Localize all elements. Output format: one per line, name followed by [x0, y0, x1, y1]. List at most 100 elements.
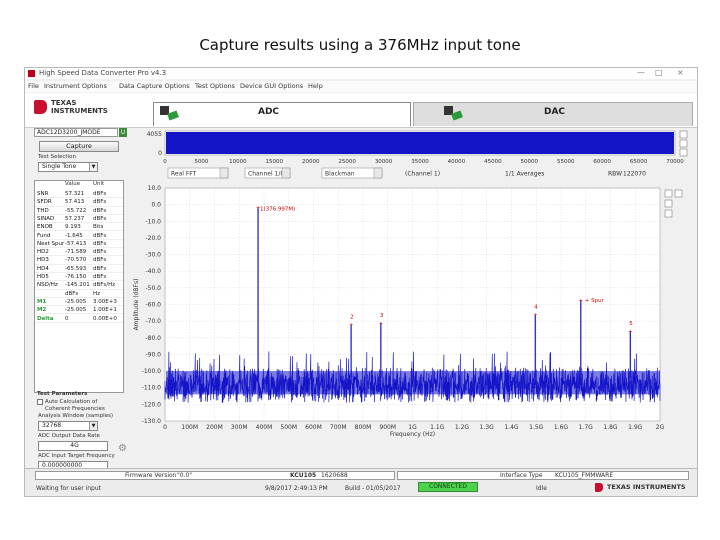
fft-y-tick-label: -30.0	[145, 252, 161, 259]
pan-icon	[664, 209, 673, 218]
status-datetime: 9/8/2017 2:49:13 PM	[265, 485, 328, 492]
app-icon	[28, 70, 35, 77]
fft-peak-label: 1(376.997M)	[260, 206, 295, 212]
tab-adc-label: ADC	[258, 107, 280, 117]
cell-name: HD5	[37, 274, 49, 280]
window-fn-dropdown: Blackman	[325, 171, 355, 178]
cell-value: -57.413	[65, 240, 87, 247]
adc-rate-field[interactable]: 4G	[38, 441, 108, 451]
fft-peak-label: 4	[534, 304, 538, 310]
firmware-box	[35, 471, 395, 480]
menu-instrument-options[interactable]: Instrument Options	[44, 82, 107, 90]
fft-x-tick-label: 100M	[181, 424, 198, 431]
chevron-down-icon	[281, 167, 291, 179]
cell-value: -145.201	[65, 282, 90, 289]
fft-y-tick-label: -120.0	[142, 401, 162, 408]
fft-y-tick-label: -20.0	[145, 235, 161, 242]
board-value: 1620688	[321, 472, 348, 479]
analysis-window-dropdown[interactable]: 32768 ▼	[38, 421, 98, 431]
table-row: THD -55.722 dBFs	[35, 207, 123, 215]
device-select[interactable]: ADC12D3200_JMODE	[34, 128, 118, 137]
fft-x-tick-label: 600M	[305, 424, 322, 431]
fft-x-tick-label: 800M	[355, 424, 372, 431]
status-build: Build - 01/05/2017	[345, 485, 401, 492]
adc-board-icon	[160, 106, 179, 121]
fft-y-tick-label: -110.0	[142, 385, 162, 392]
close-button[interactable]: ×	[677, 68, 684, 77]
table-row: NSD/Hz -145.201 dBFs/Hz	[35, 281, 123, 290]
zoom-in-icon	[679, 130, 688, 139]
cell-value: 9.193	[65, 224, 81, 231]
fft-x-tick-label: 1.3G	[480, 424, 495, 431]
test-selection-label: Test Selection	[38, 154, 76, 160]
status-message: Waiting for user input	[36, 485, 102, 492]
cell-unit: dBFs	[93, 240, 107, 247]
time-x-tick-label: 0	[163, 159, 167, 165]
device-reload-button[interactable]: U	[119, 128, 127, 137]
fft-x-tick-label: 1.7G	[579, 424, 594, 431]
window-title: High Speed Data Converter Pro v4.3	[39, 69, 167, 77]
table-row: M1 -25.005 3.00E+3	[35, 298, 123, 307]
table-row: M2 -25.005 1.00E+1	[35, 306, 123, 315]
cell-name: Next Spur	[37, 240, 65, 247]
fft-x-tick-label: 300M	[231, 424, 248, 431]
table-row: Fund -1.645 dBFs	[35, 232, 123, 240]
cell-unit: 0.00E+0	[93, 315, 117, 322]
fft-noise-fill	[166, 371, 659, 395]
gear-icon[interactable]: ⚙	[118, 443, 127, 454]
col-value-header: Value	[65, 181, 81, 187]
interface-box	[397, 471, 689, 480]
menu-file[interactable]: File	[28, 82, 39, 90]
time-domain-trace	[166, 132, 674, 154]
test-selection-dropdown[interactable]: Single Tone ▼	[38, 162, 98, 172]
channel-label: (Channel 1)	[405, 171, 440, 178]
analysis-window-label: Analysis Window (samples)	[38, 413, 113, 419]
fft-y-axis-label: Amplitude (dBFs)	[133, 279, 140, 331]
fft-peak-marker: +	[533, 312, 537, 318]
time-x-tick-label: 35000	[411, 159, 429, 165]
cell-unit: dBFs	[93, 232, 107, 239]
channel-dropdown: Channel 1/0	[248, 171, 284, 178]
cell-unit: dBFs	[93, 257, 107, 264]
menu-device-gui-options[interactable]: Device GUI Options	[240, 82, 304, 90]
chevron-down-icon: ▼	[89, 422, 97, 430]
brand-small-line1: TEXAS	[607, 483, 631, 491]
fft-peak-marker: +	[379, 321, 383, 327]
time-x-tick-label: 40000	[448, 159, 466, 165]
menu-help[interactable]: Help	[308, 82, 323, 90]
menu-test-options[interactable]: Test Options	[195, 82, 235, 90]
tab-adc[interactable]: ADC	[153, 102, 411, 126]
fft-x-tick-label: 400M	[256, 424, 273, 431]
fft-x-tick-label: 700M	[330, 424, 347, 431]
fft-x-tick-label: 2G	[656, 424, 665, 431]
fft-y-tick-label: -90.0	[145, 351, 161, 358]
fft-peak-label: 3	[380, 313, 384, 319]
fft-y-tick-label: -100.0	[142, 368, 162, 375]
cell-name: M2	[37, 307, 47, 314]
table-row: SINAD 57.237 dBFs	[35, 215, 123, 224]
tab-dac[interactable]: DAC	[413, 102, 693, 126]
adc-input-freq-label: ADC Input Target Frequency	[38, 453, 115, 459]
brand-small-text: TEXAS INSTRUMENTS	[607, 483, 686, 491]
tab-dac-label: DAC	[544, 107, 566, 117]
cell-unit: dBFs	[93, 274, 107, 280]
interface-label: Interface Type	[500, 472, 543, 479]
rbw-value: 122070	[623, 171, 646, 178]
cell-name: HD2	[37, 249, 49, 256]
brand-text: TEXAS INSTRUMENTS	[51, 99, 108, 115]
fft-y-tick-label: -70.0	[145, 318, 161, 325]
capture-button[interactable]: Capture	[39, 141, 119, 152]
maximize-button[interactable]: □	[655, 68, 663, 77]
cell-unit: dBFs	[93, 215, 107, 222]
col-unit-header: Unit	[93, 181, 105, 187]
connection-status: CONNECTED	[418, 482, 478, 492]
brand-small-line2: INSTRUMENTS	[632, 483, 686, 491]
cell-value: -25.005	[65, 298, 87, 305]
fft-x-tick-label: 1.2G	[455, 424, 470, 431]
minimize-button[interactable]: —	[637, 68, 645, 77]
auto-calc-checkbox[interactable]	[37, 399, 43, 405]
menu-data-capture-options[interactable]: Data Capture Options	[119, 82, 190, 90]
add-marker-icon	[674, 189, 683, 198]
slide-caption: Capture results using a 376MHz input ton…	[199, 36, 521, 54]
